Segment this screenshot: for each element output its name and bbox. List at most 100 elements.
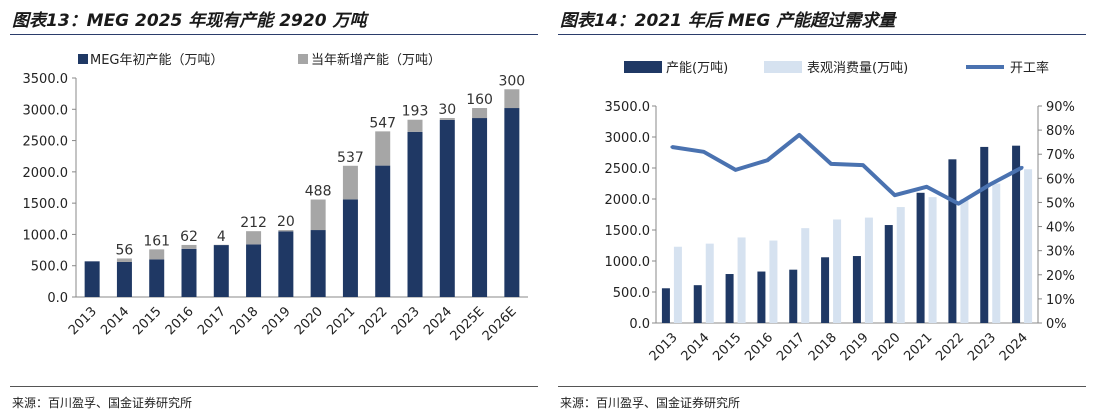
bar-consumption xyxy=(896,207,905,323)
bar-consumption xyxy=(833,219,842,323)
right-y-tick-label: 3500.0 xyxy=(605,100,651,115)
left-x-tick-label: 2018 xyxy=(227,304,261,338)
bar-capacity xyxy=(884,225,893,323)
bar-capacity xyxy=(757,271,766,323)
data-label-new-capacity: 193 xyxy=(402,104,429,120)
right-x-tick-label: 2018 xyxy=(806,330,840,364)
bar-consumption xyxy=(928,197,937,323)
bar-consumption xyxy=(673,246,682,323)
right-y2-tick-label: 90% xyxy=(1046,100,1075,115)
legend-swatch-consumption xyxy=(764,61,802,73)
right-x-tick-label: 2020 xyxy=(870,330,904,364)
point-utilization-rate xyxy=(702,150,706,154)
point-utilization-rate xyxy=(925,185,929,189)
bar-new-capacity xyxy=(407,119,423,132)
legend-label-consumption: 表观消费量(万吨) xyxy=(807,61,908,76)
bar-base-capacity xyxy=(375,165,391,297)
left-y-tick-label: 1000.0 xyxy=(23,228,69,243)
left-chart-panel: 图表13：MEG 2025 年现有产能 2920 万吨 MEG年初产能（万吨） 当… xyxy=(10,11,538,410)
bar-base-capacity xyxy=(149,259,165,297)
right-y2-tick-label: 0% xyxy=(1046,317,1067,332)
right-chart-svg: 产能(万吨) 表观消费量(万吨) 开工率 0.0 500.0 1000.0 1500.0 20… xyxy=(605,60,1075,364)
bar-base-capacity xyxy=(472,118,488,297)
legend-label-base-capacity: MEG年初产能（万吨） xyxy=(90,53,224,68)
right-source-note: 来源：百川盈孚、国金证券研究所 xyxy=(560,396,741,410)
right-y2-tick-label: 50% xyxy=(1046,196,1075,211)
point-utilization-rate xyxy=(861,163,865,167)
right-y2-tick-label: 60% xyxy=(1046,172,1075,187)
bar-consumption xyxy=(705,243,714,323)
data-label-new-capacity: 56 xyxy=(116,242,134,258)
right-x-tick-label: 2017 xyxy=(774,330,808,364)
right-y-tick-label: 1500.0 xyxy=(605,224,651,239)
bar-consumption xyxy=(864,217,873,323)
left-x-tick-label: 2017 xyxy=(195,304,229,338)
bar-new-capacity xyxy=(504,89,520,109)
left-y-tick-label: 1500.0 xyxy=(23,197,69,212)
right-x-tick-label: 2021 xyxy=(901,330,935,364)
bar-base-capacity xyxy=(181,248,197,297)
bar-base-capacity xyxy=(278,231,294,297)
left-x-tick-label: 2020 xyxy=(292,304,326,338)
bar-new-capacity xyxy=(375,131,391,166)
point-utilization-rate xyxy=(829,162,833,166)
bar-consumption xyxy=(992,183,1001,323)
left-x-tick-label: 2015 xyxy=(131,304,165,338)
left-y-tick-label: 3000.0 xyxy=(23,103,69,118)
data-label-new-capacity: 4 xyxy=(217,229,226,245)
data-label-new-capacity: 62 xyxy=(180,229,198,245)
point-utilization-rate xyxy=(988,182,992,186)
bar-new-capacity xyxy=(342,165,358,200)
legend-label-utilization: 开工率 xyxy=(1010,60,1049,76)
bar-consumption xyxy=(1024,169,1033,323)
left-y-tick-label: 2000.0 xyxy=(23,166,69,181)
bar-capacity xyxy=(948,159,957,323)
left-title-rule xyxy=(10,34,538,35)
bar-new-capacity xyxy=(149,249,165,260)
bar-base-capacity xyxy=(310,230,326,297)
left-footer-rule xyxy=(10,386,538,387)
bar-capacity xyxy=(725,274,734,323)
bar-capacity xyxy=(1012,145,1021,323)
right-y2-tick-label: 30% xyxy=(1046,245,1075,260)
bar-consumption xyxy=(737,237,746,323)
point-utilization-rate xyxy=(670,145,674,149)
bar-new-capacity xyxy=(439,118,455,120)
legend-swatch-base-capacity xyxy=(78,54,88,64)
bar-base-capacity xyxy=(116,261,132,297)
data-label-new-capacity: 212 xyxy=(240,215,267,231)
right-chart-title: 图表14：2021 年后 MEG 产能超过需求量 xyxy=(560,11,896,31)
data-label-new-capacity: 30 xyxy=(438,102,456,118)
left-x-tick-label: 2021 xyxy=(324,304,358,338)
legend-swatch-new-capacity xyxy=(298,54,308,64)
data-label-new-capacity: 547 xyxy=(369,115,396,131)
legend-label-new-capacity: 当年新增产能（万吨） xyxy=(311,52,441,68)
bar-capacity xyxy=(661,288,670,323)
left-chart-svg: MEG年初产能（万吨） 当年新增产能（万吨） 0.0 500.0 1000.0 1500.… xyxy=(23,52,528,344)
left-x-tick-label: 2022 xyxy=(357,304,391,338)
point-utilization-rate xyxy=(797,133,801,137)
data-label-new-capacity: 488 xyxy=(305,184,332,200)
left-y-tick-label: 2500.0 xyxy=(23,135,69,150)
data-label-new-capacity: 20 xyxy=(277,214,295,230)
bar-capacity xyxy=(821,257,830,323)
bar-capacity xyxy=(693,285,702,323)
bar-new-capacity xyxy=(246,231,262,245)
left-x-tick-label: 2023 xyxy=(389,304,423,338)
left-y-tick-label: 0.0 xyxy=(47,291,68,306)
right-footer-rule xyxy=(558,386,1086,387)
right-x-tick-label: 2022 xyxy=(933,330,967,364)
line-utilization-rate xyxy=(671,132,1024,206)
left-x-tick-label: 2025E xyxy=(448,304,488,344)
point-utilization-rate xyxy=(893,193,897,197)
right-y-tick-label: 500.0 xyxy=(613,286,650,301)
bar-new-capacity xyxy=(472,108,488,119)
bar-capacity xyxy=(980,146,989,323)
bar-new-capacity xyxy=(278,230,294,232)
bar-capacity xyxy=(852,256,861,323)
right-x-tick-label: 2016 xyxy=(742,330,776,364)
bar-new-capacity xyxy=(116,258,132,262)
right-x-tick-label: 2015 xyxy=(710,330,744,364)
bar-base-capacity xyxy=(84,261,100,297)
bar-base-capacity xyxy=(504,108,520,297)
